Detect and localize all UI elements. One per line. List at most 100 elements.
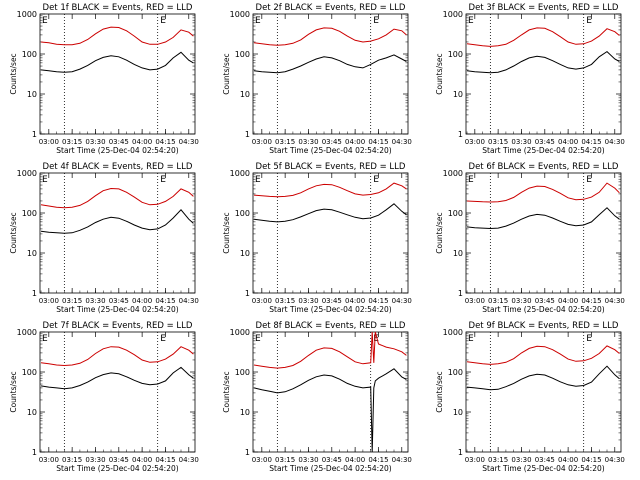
x-tick-label: 03:15: [488, 297, 508, 305]
series-line-events: [40, 209, 194, 234]
x-tick-label: 03:45: [109, 138, 129, 146]
chart-panel-4: Det 4f BLACK = Events, RED = LLD 1 10 100 10…: [9, 162, 199, 314]
plot-frame: [465, 172, 622, 294]
series-line-events: [40, 366, 194, 390]
x-tick-label: 04:00: [132, 297, 152, 305]
flag-label: E: [586, 334, 592, 344]
y-tick-label: 10: [453, 408, 463, 417]
x-tick-label: 03:30: [298, 456, 318, 464]
x-tick-label: 04:30: [605, 138, 625, 146]
y-tick-label: 1: [32, 448, 37, 457]
chart-title: Det 9f BLACK = Events, RED = LLD: [469, 321, 619, 331]
x-tick-label: 03:00: [465, 297, 485, 305]
x-tick-label: 03:00: [465, 456, 485, 464]
y-tick-label: 1: [458, 448, 463, 457]
x-tick-label: 03:30: [85, 456, 105, 464]
x-tick-label: 04:15: [155, 297, 175, 305]
x-tick-label: 03:30: [298, 138, 318, 146]
x-axis-label: Start Time (25-Dec-04 02:54:20): [56, 464, 178, 473]
y-axis-label: Counts/sec: [435, 53, 444, 94]
x-tick-label: 04:00: [558, 138, 578, 146]
x-tick-label: 03:15: [62, 138, 82, 146]
chart-panel-5: Det 5f BLACK = Events, RED = LLD 1 10 100 10…: [222, 162, 412, 314]
x-tick-label: 03:00: [465, 138, 485, 146]
plot-frame: [465, 13, 622, 135]
x-tick-label: 03:15: [488, 138, 508, 146]
y-axis-label: Counts/sec: [222, 212, 231, 253]
y-tick-label: 100: [448, 50, 463, 59]
plot-frame: [465, 331, 622, 453]
series-line-lld: [253, 331, 407, 369]
flag-label: E: [255, 334, 261, 344]
chart-title: Det 6f BLACK = Events, RED = LLD: [469, 162, 619, 172]
flag-label: E: [160, 16, 166, 26]
series-line-lld: [40, 187, 194, 209]
chart-panel-2: Det 2f BLACK = Events, RED = LLD 1 10 100 10…: [222, 3, 412, 155]
y-tick-label: 10: [240, 249, 250, 258]
x-tick-label: 03:45: [535, 456, 555, 464]
y-tick-label: 1: [245, 448, 250, 457]
chart-panel-3: Det 3f BLACK = Events, RED = LLD 1 10 100 10…: [435, 3, 625, 155]
x-tick-label: 04:30: [392, 456, 412, 464]
series-line-events: [253, 54, 407, 74]
x-tick-label: 03:45: [322, 138, 342, 146]
flag-label: E: [255, 16, 261, 26]
x-axis-label: Start Time (25-Dec-04 02:54:20): [269, 146, 391, 155]
x-tick-label: 04:15: [368, 138, 388, 146]
chart-panel-6: Det 6f BLACK = Events, RED = LLD 1 10 100 10…: [435, 162, 625, 314]
x-tick-label: 04:30: [392, 297, 412, 305]
series-line-events: [466, 207, 620, 230]
x-tick-label: 03:00: [252, 297, 272, 305]
x-tick-label: 04:30: [179, 297, 199, 305]
series-line-events: [253, 368, 407, 453]
x-tick-label: 04:00: [558, 297, 578, 305]
flag-label: E: [586, 16, 592, 26]
x-tick-label: 04:15: [581, 138, 601, 146]
plot-frame: [39, 172, 196, 294]
y-axis-label: Counts/sec: [435, 371, 444, 412]
y-tick-label: 1: [32, 130, 37, 139]
x-tick-label: 04:15: [368, 297, 388, 305]
y-axis-label: Counts/sec: [9, 53, 18, 94]
series-line-lld: [40, 346, 194, 367]
x-tick-label: 03:45: [322, 456, 342, 464]
y-tick-label: 100: [22, 368, 37, 377]
x-tick-label: 03:30: [511, 297, 531, 305]
flag-label: E: [42, 16, 48, 26]
flag-label: E: [373, 334, 379, 344]
y-tick-label: 10: [27, 249, 37, 258]
x-axis-label: Start Time (25-Dec-04 02:54:20): [269, 305, 391, 314]
y-tick-label: 100: [448, 368, 463, 377]
x-tick-label: 04:00: [345, 456, 365, 464]
y-tick-label: 10: [27, 408, 37, 417]
plot-frame: [252, 13, 409, 135]
y-tick-label: 1000: [17, 328, 37, 337]
flag-label: E: [42, 175, 48, 185]
y-tick-label: 1000: [17, 169, 37, 178]
y-tick-label: 1000: [230, 169, 250, 178]
y-tick-label: 1: [458, 130, 463, 139]
chart-title: Det 2f BLACK = Events, RED = LLD: [256, 3, 406, 13]
x-tick-label: 03:45: [109, 456, 129, 464]
plot-frame: [39, 331, 196, 453]
x-tick-label: 04:30: [605, 297, 625, 305]
series-line-lld: [253, 27, 407, 46]
series-line-events: [466, 365, 620, 391]
y-axis-label: Counts/sec: [222, 53, 231, 94]
x-tick-label: 04:30: [392, 138, 412, 146]
x-tick-label: 03:45: [535, 138, 555, 146]
y-tick-label: 10: [453, 249, 463, 258]
x-tick-label: 04:15: [155, 138, 175, 146]
series-line-lld: [466, 182, 620, 203]
x-tick-label: 03:45: [109, 297, 129, 305]
x-tick-label: 03:00: [39, 456, 59, 464]
x-tick-label: 04:15: [581, 456, 601, 464]
y-tick-label: 100: [448, 209, 463, 218]
x-tick-label: 03:15: [275, 456, 295, 464]
chart-title: Det 8f BLACK = Events, RED = LLD: [256, 321, 406, 331]
x-axis-label: Start Time (25-Dec-04 02:54:20): [56, 305, 178, 314]
chart-title: Det 1f BLACK = Events, RED = LLD: [43, 3, 193, 13]
x-tick-label: 04:00: [345, 138, 365, 146]
plot-frame: [252, 172, 409, 294]
y-tick-label: 1000: [230, 10, 250, 19]
